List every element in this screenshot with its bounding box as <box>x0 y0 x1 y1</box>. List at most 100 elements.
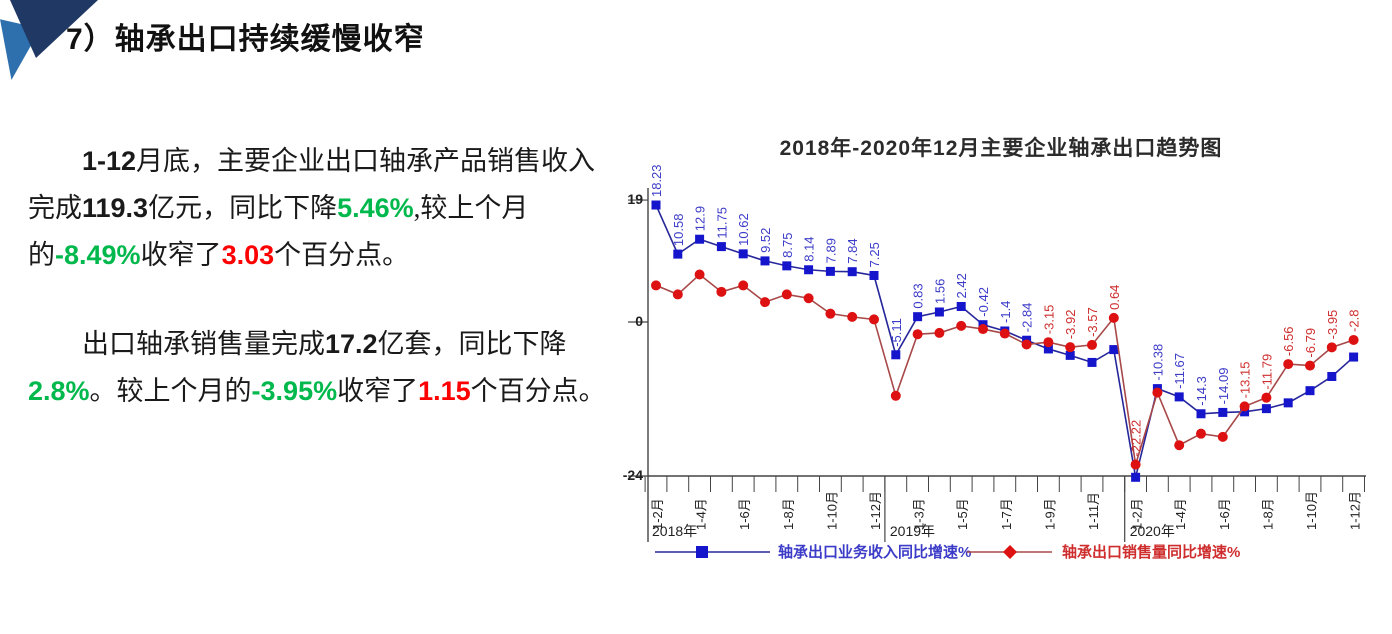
data-point-label: -11.67 <box>1172 353 1187 389</box>
data-point-circle <box>912 329 923 340</box>
data-point-circle <box>1217 431 1228 442</box>
data-point-label: -2.84 <box>1020 303 1035 333</box>
data-point-label: -0.42 <box>976 287 991 317</box>
legend-label: 轴承出口业务收入同比增速% <box>778 543 971 561</box>
highlight-value: -3.95% <box>251 376 338 406</box>
data-point-label: 10.58 <box>671 214 686 247</box>
text-segment: 17.2 <box>325 329 378 359</box>
data-point-label: -6.56 <box>1281 326 1296 356</box>
data-point-circle <box>1152 387 1163 398</box>
data-point-label: 0.64 <box>1107 285 1122 310</box>
data-point-circle <box>1305 360 1315 371</box>
data-point-label: 7.89 <box>823 238 838 263</box>
data-point-square <box>956 301 966 311</box>
data-point-label: -10.38 <box>1150 344 1165 381</box>
data-point-circle <box>781 289 792 300</box>
data-point-square <box>847 267 857 277</box>
data-point-circle <box>1239 401 1250 412</box>
data-point-label: -22.22 <box>1129 420 1144 457</box>
paragraph: 出口轴承销售量完成17.2亿套，同比下降 2.8%。较上个月的-3.95%收窄了1… <box>28 321 620 415</box>
data-point-square <box>1327 371 1337 381</box>
x-tick-label: 1-2月 <box>1130 498 1145 530</box>
x-tick-label: 1-12月 <box>1348 491 1363 530</box>
text-segment: 月底，主要企业出口轴承产品销售收入完成 <box>28 146 596 223</box>
x-tick-label: 1-8月 <box>781 498 796 530</box>
x-tick-label: 1-7月 <box>999 498 1014 530</box>
text-segment: 个百分点。 <box>470 376 606 406</box>
data-point-square <box>913 312 923 322</box>
data-point-label: 8.14 <box>802 236 817 261</box>
data-point-circle <box>1174 440 1185 451</box>
x-tick-label: 1-8月 <box>1260 498 1275 530</box>
data-point-square <box>1305 386 1315 396</box>
data-point-circle <box>760 297 770 308</box>
data-point-circle <box>803 293 814 304</box>
data-point-circle <box>716 286 727 297</box>
data-point-circle <box>847 311 858 322</box>
data-point-square <box>1283 398 1293 408</box>
data-point-label: -6.79 <box>1303 328 1318 358</box>
data-point-label: 0.83 <box>911 283 926 308</box>
data-point-label: -5.11 <box>889 318 904 347</box>
data-point-square <box>1131 472 1141 482</box>
data-point-circle <box>1021 339 1032 350</box>
data-point-square <box>651 200 661 210</box>
data-point-square <box>1218 407 1228 417</box>
x-tick-label: 1-5月 <box>955 498 970 530</box>
data-point-circle <box>694 269 705 280</box>
x-tick-label: 1-3月 <box>912 498 927 530</box>
data-point-circle <box>1196 428 1206 439</box>
y-tick-label: -24 <box>623 467 643 483</box>
year-label: 2018年 <box>652 523 697 539</box>
chart-title: 2018年-2020年12月主要企业轴承出口趋势图 <box>779 137 1223 160</box>
body-text: 1-12月底，主要企业出口轴承产品销售收入完成119.3亿元，同比下降5.46%… <box>28 138 620 457</box>
data-point-circle <box>672 289 683 300</box>
chart-axes: 19 0 -24 1-2月 1-4月 1-6月 1-8月 1-10月 1-12月 1-3月 1-5月… <box>623 188 1366 542</box>
data-point-square <box>1087 357 1097 367</box>
trend-chart-svg: 19 0 -24 1-2月 1-4月 1-6月 1-8月 1-10月 1-12月 1-3月 1-5月… <box>623 164 1366 561</box>
text-segment: 。较上个月的 <box>89 376 252 406</box>
text-segment: 出口轴承销售量完成 <box>82 329 325 359</box>
data-point-square <box>695 234 705 244</box>
highlight-value: 2.8% <box>28 376 90 406</box>
data-point-label: 1.56 <box>932 279 947 304</box>
data-point-label: -13.15 <box>1238 362 1253 399</box>
data-point-label: 7.84 <box>845 238 860 263</box>
data-point-label: -3.57 <box>1085 307 1100 337</box>
data-point-label: -1.4 <box>998 301 1013 323</box>
data-point-circle <box>825 308 836 319</box>
data-point-square <box>716 242 726 252</box>
data-point-circle <box>999 328 1010 339</box>
data-point-label: 2.42 <box>954 273 969 298</box>
data-point-square <box>673 249 683 259</box>
data-point-square <box>760 256 770 266</box>
page-title: 7）轴承出口持续缓慢收窄 <box>66 23 425 56</box>
sales-volume-series: -3.15 -3.92 -3.57 0.64 -22.22 -13.15 -11.79 -6.… <box>651 269 1362 470</box>
data-point-label: -3.15 <box>1041 305 1056 335</box>
legend-square-marker <box>696 546 708 558</box>
data-point-square <box>1065 350 1075 360</box>
data-point-label: -11.79 <box>1259 354 1274 390</box>
y-tick-label: 19 <box>627 191 643 207</box>
data-point-square <box>825 266 835 276</box>
highlight-value: 5.46% <box>337 193 414 223</box>
data-point-circle <box>978 324 988 335</box>
data-point-label: 11.75 <box>714 207 729 239</box>
text-segment: 亿套，同比下降 <box>377 329 567 359</box>
text-segment: 亿元，同比下降 <box>148 193 338 223</box>
legend-diamond-marker <box>1003 545 1017 559</box>
data-point-circle <box>956 320 967 331</box>
data-point-circle <box>1348 334 1359 345</box>
highlight-value: -8.49% <box>55 240 141 270</box>
year-label: 2019年 <box>890 523 935 539</box>
data-point-square <box>1349 352 1359 362</box>
data-point-square <box>1240 407 1250 417</box>
text-segment: 119.3 <box>82 193 149 223</box>
data-point-label: -14.3 <box>1194 376 1209 406</box>
data-point-label: -3.92 <box>1063 310 1078 340</box>
data-point-circle <box>934 327 945 338</box>
data-point-square <box>891 350 901 360</box>
year-label: 2020年 <box>1130 523 1175 539</box>
data-point-circle <box>1087 339 1097 350</box>
